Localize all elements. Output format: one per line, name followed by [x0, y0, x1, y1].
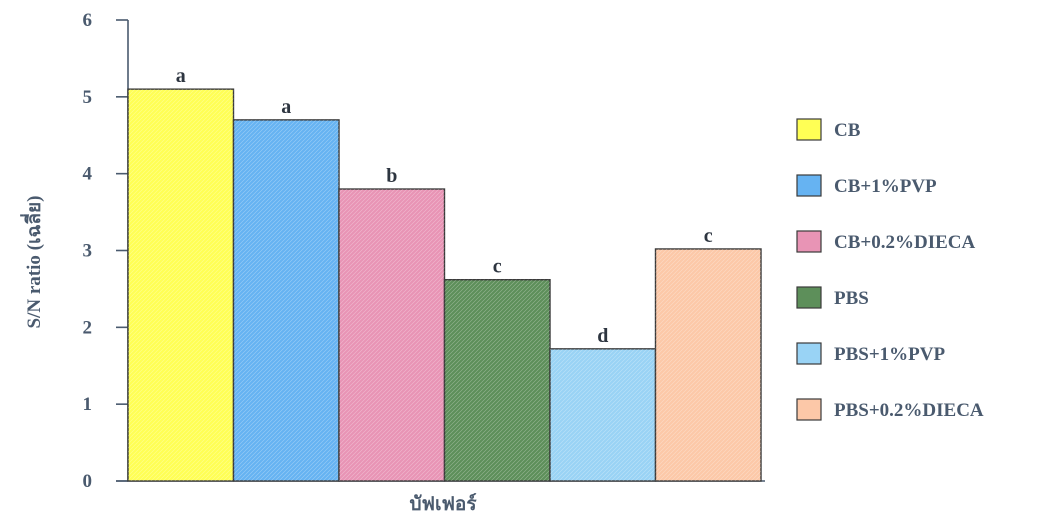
bar-texture-1 [128, 89, 234, 482]
significance-label-3: b [386, 165, 397, 187]
bar-texture-5 [550, 348, 656, 481]
legend-swatch-5 [796, 342, 822, 365]
y-tick-label-0: 0 [83, 471, 93, 492]
legend-swatch-6 [796, 398, 822, 421]
bar-texture-3 [339, 189, 445, 482]
legend-swatch-4 [796, 286, 822, 309]
y-tick-label-6: 6 [83, 10, 93, 31]
y-tick-label-4: 4 [83, 164, 93, 185]
legend-swatch-3 [796, 230, 822, 253]
bar-texture-6 [655, 248, 761, 481]
y-tick-label-2: 2 [83, 317, 93, 338]
legend-label-2: CB+1%PVP [834, 176, 937, 197]
significance-label-4: c [493, 256, 502, 278]
y-axis-title: S/N ratio (เฉลี่ย) [20, 196, 45, 329]
significance-labels: a a b c d c [176, 65, 713, 347]
significance-label-2: a [281, 96, 291, 118]
legend-label-6: PBS+0.2%DIECA [834, 400, 984, 421]
legend-label-1: CB [834, 120, 861, 141]
bar-texture-4 [444, 279, 550, 481]
legend-swatch-2 [796, 174, 822, 197]
y-tick-label-5: 5 [83, 87, 93, 108]
legend-swatch-1 [796, 118, 822, 141]
y-tick-label-1: 1 [83, 394, 93, 415]
legend-label-5: PBS+1%PVP [834, 344, 945, 365]
x-axis-title: บัฟเฟอร์ [409, 493, 477, 515]
legend-label-3: CB+0.2%DIECA [834, 232, 975, 253]
significance-label-1: a [176, 65, 186, 87]
legend: CB CB+1%PVP CB+0.2%DIECA PBS PBS+1%PVP PBS+0.… [796, 118, 984, 421]
bar-texture-2 [233, 119, 339, 481]
y-tick-label-3: 3 [83, 241, 93, 262]
significance-label-5: d [597, 325, 608, 347]
bars [127, 88, 762, 482]
significance-label-6: c [704, 225, 713, 247]
legend-label-4: PBS [834, 288, 869, 309]
